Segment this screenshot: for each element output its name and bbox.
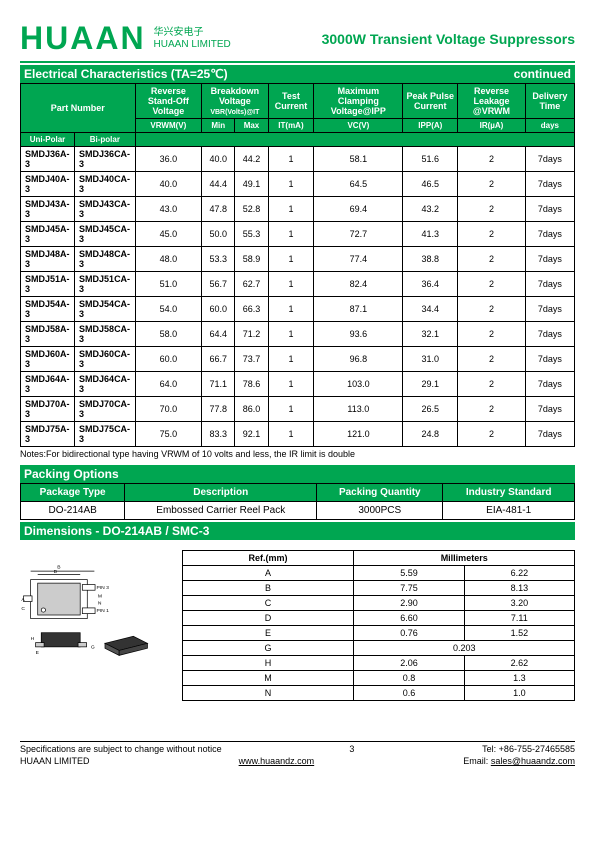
table-row: SMDJ64A-3SMDJ64CA-364.071.178.61103.029.… [21, 372, 575, 397]
svg-text:H: H [31, 636, 35, 642]
pack-v1: DO-214AB [21, 502, 125, 520]
th-breakdown-t: Breakdown Voltage [211, 86, 260, 106]
doc-title: 3000W Transient Voltage Suppressors [322, 31, 575, 47]
page-num: 3 [349, 744, 354, 754]
dim-row: A5.596.22 [182, 566, 574, 581]
email-block: Email: sales@huaandz.com [463, 756, 575, 766]
dim-h-ref: Ref.(mm) [182, 551, 354, 566]
sub-blank [135, 133, 574, 147]
th-vbr-sub: VBR(Volts)@IT [210, 109, 259, 116]
table-row: SMDJ70A-3SMDJ70CA-370.077.886.01113.026.… [21, 397, 575, 422]
logo-en: HUAAN LIMITED [154, 39, 231, 51]
pin3-label: PIN 3 [96, 585, 109, 591]
table-row: SMDJ43A-3SMDJ43CA-343.047.852.8169.443.2… [21, 197, 575, 222]
svg-text:B: B [57, 564, 61, 570]
dim-row: B7.758.13 [182, 581, 574, 596]
sub-days: days [525, 119, 574, 133]
website-link[interactable]: www.huaandz.com [239, 756, 315, 766]
dim-heading: Dimensions - DO-214AB / SMC-3 [20, 522, 575, 540]
table-row: SMDJ45A-3SMDJ45CA-345.050.055.3172.741.3… [21, 222, 575, 247]
packing-heading: Packing Options [20, 465, 575, 483]
email-link[interactable]: sales@huaandz.com [491, 756, 575, 766]
dim-row: G0.203 [182, 641, 574, 656]
elec-title: Electrical Characteristics (TA=25℃) [24, 67, 228, 81]
logo-cn: 华兴安电子 [154, 27, 231, 39]
sub-vrwm: VRWM(V) [135, 119, 202, 133]
table-row: SMDJ36A-3SMDJ36CA-336.040.044.2158.151.6… [21, 147, 575, 172]
sub-uni: Uni-Polar [21, 133, 75, 147]
table-row: SMDJ54A-3SMDJ54CA-354.060.066.3187.134.4… [21, 297, 575, 322]
electrical-table: Part Number Reverse Stand-Off Voltage Br… [20, 83, 575, 447]
pack-v4: EIA-481-1 [443, 502, 575, 520]
logo: HUAAN [20, 20, 146, 57]
table-row: SMDJ40A-3SMDJ40CA-340.044.449.1164.546.5… [21, 172, 575, 197]
pack-h2: Description [125, 484, 317, 502]
th-rev-standoff: Reverse Stand-Off Voltage [135, 84, 202, 119]
logo-subtitle: 华兴安电子 HUAAN LIMITED [154, 27, 231, 51]
continued-label: continued [514, 67, 571, 81]
table-row: SMDJ75A-3SMDJ75CA-375.083.392.11121.024.… [21, 422, 575, 447]
dim-row: N0.61.0 [182, 686, 574, 701]
pack-v3: 3000PCS [317, 502, 443, 520]
dim-row: E0.761.52 [182, 626, 574, 641]
sub-max: Max [235, 119, 268, 133]
th-max-clamp: Maximum Clamping Voltage@IPP [314, 84, 403, 119]
svg-text:N: N [98, 600, 102, 606]
tel: Tel: +86-755-27465585 [482, 744, 575, 754]
th-delivery: Delivery Time [525, 84, 574, 119]
sub-min: Min [202, 119, 235, 133]
th-rev-leak: Reverse Leakage @VRWM [458, 84, 525, 119]
th-peak-pulse: Peak Pulse Current [403, 84, 458, 119]
company-name: HUAAN LIMITED [20, 756, 90, 766]
packing-table: Package Type Description Packing Quantit… [20, 483, 575, 520]
table-row: SMDJ48A-3SMDJ48CA-348.053.358.9177.438.8… [21, 247, 575, 272]
svg-text:G: G [91, 644, 95, 650]
dim-row: C2.903.20 [182, 596, 574, 611]
dim-h-mm: Millimeters [354, 551, 575, 566]
footer: Specifications are subject to change wit… [20, 741, 575, 766]
sub-ipp: IPP(A) [403, 119, 458, 133]
elec-char-heading: Electrical Characteristics (TA=25℃) cont… [20, 65, 575, 83]
pack-v2: Embossed Carrier Reel Pack [125, 502, 317, 520]
svg-text:E: E [36, 650, 40, 656]
email-label: Email: [463, 756, 488, 766]
sub-ir: IR(µA) [458, 119, 525, 133]
sub-it: IT(mA) [268, 119, 314, 133]
pack-h4: Industry Standard [443, 484, 575, 502]
pack-h1: Package Type [21, 484, 125, 502]
th-test-current: Test Current [268, 84, 314, 119]
dim-row: M0.81.3 [182, 671, 574, 686]
svg-text:C: C [21, 606, 25, 612]
table-row: SMDJ58A-3SMDJ58CA-358.064.471.2193.632.1… [21, 322, 575, 347]
diagram-row: PIN 3 PIN 1 D B A C M N H G E Ref.(mm) M… [20, 550, 575, 701]
dimension-table: Ref.(mm) Millimeters A5.596.22B7.758.13C… [182, 550, 575, 701]
th-part: Part Number [21, 84, 136, 133]
table-row: SMDJ60A-3SMDJ60CA-360.066.773.7196.831.0… [21, 347, 575, 372]
spec-note: Specifications are subject to change wit… [20, 744, 222, 754]
header: HUAAN 华兴安电子 HUAAN LIMITED 3000W Transien… [20, 20, 575, 63]
sub-vc: VC(V) [314, 119, 403, 133]
svg-text:M: M [98, 593, 102, 599]
notes: Notes:For bidirectional type having VRWM… [20, 449, 575, 459]
th-breakdown: Breakdown Voltage VBR(Volts)@IT [202, 84, 268, 119]
sub-bi: Bi-polar [75, 133, 136, 147]
table-row: SMDJ51A-3SMDJ51CA-351.056.762.7182.436.4… [21, 272, 575, 297]
dim-row: H2.062.62 [182, 656, 574, 671]
pack-h3: Packing Quantity [317, 484, 443, 502]
package-diagram: PIN 3 PIN 1 D B A C M N H G E [20, 550, 162, 680]
pin1-label: PIN 1 [96, 608, 109, 614]
dim-row: D6.607.11 [182, 611, 574, 626]
